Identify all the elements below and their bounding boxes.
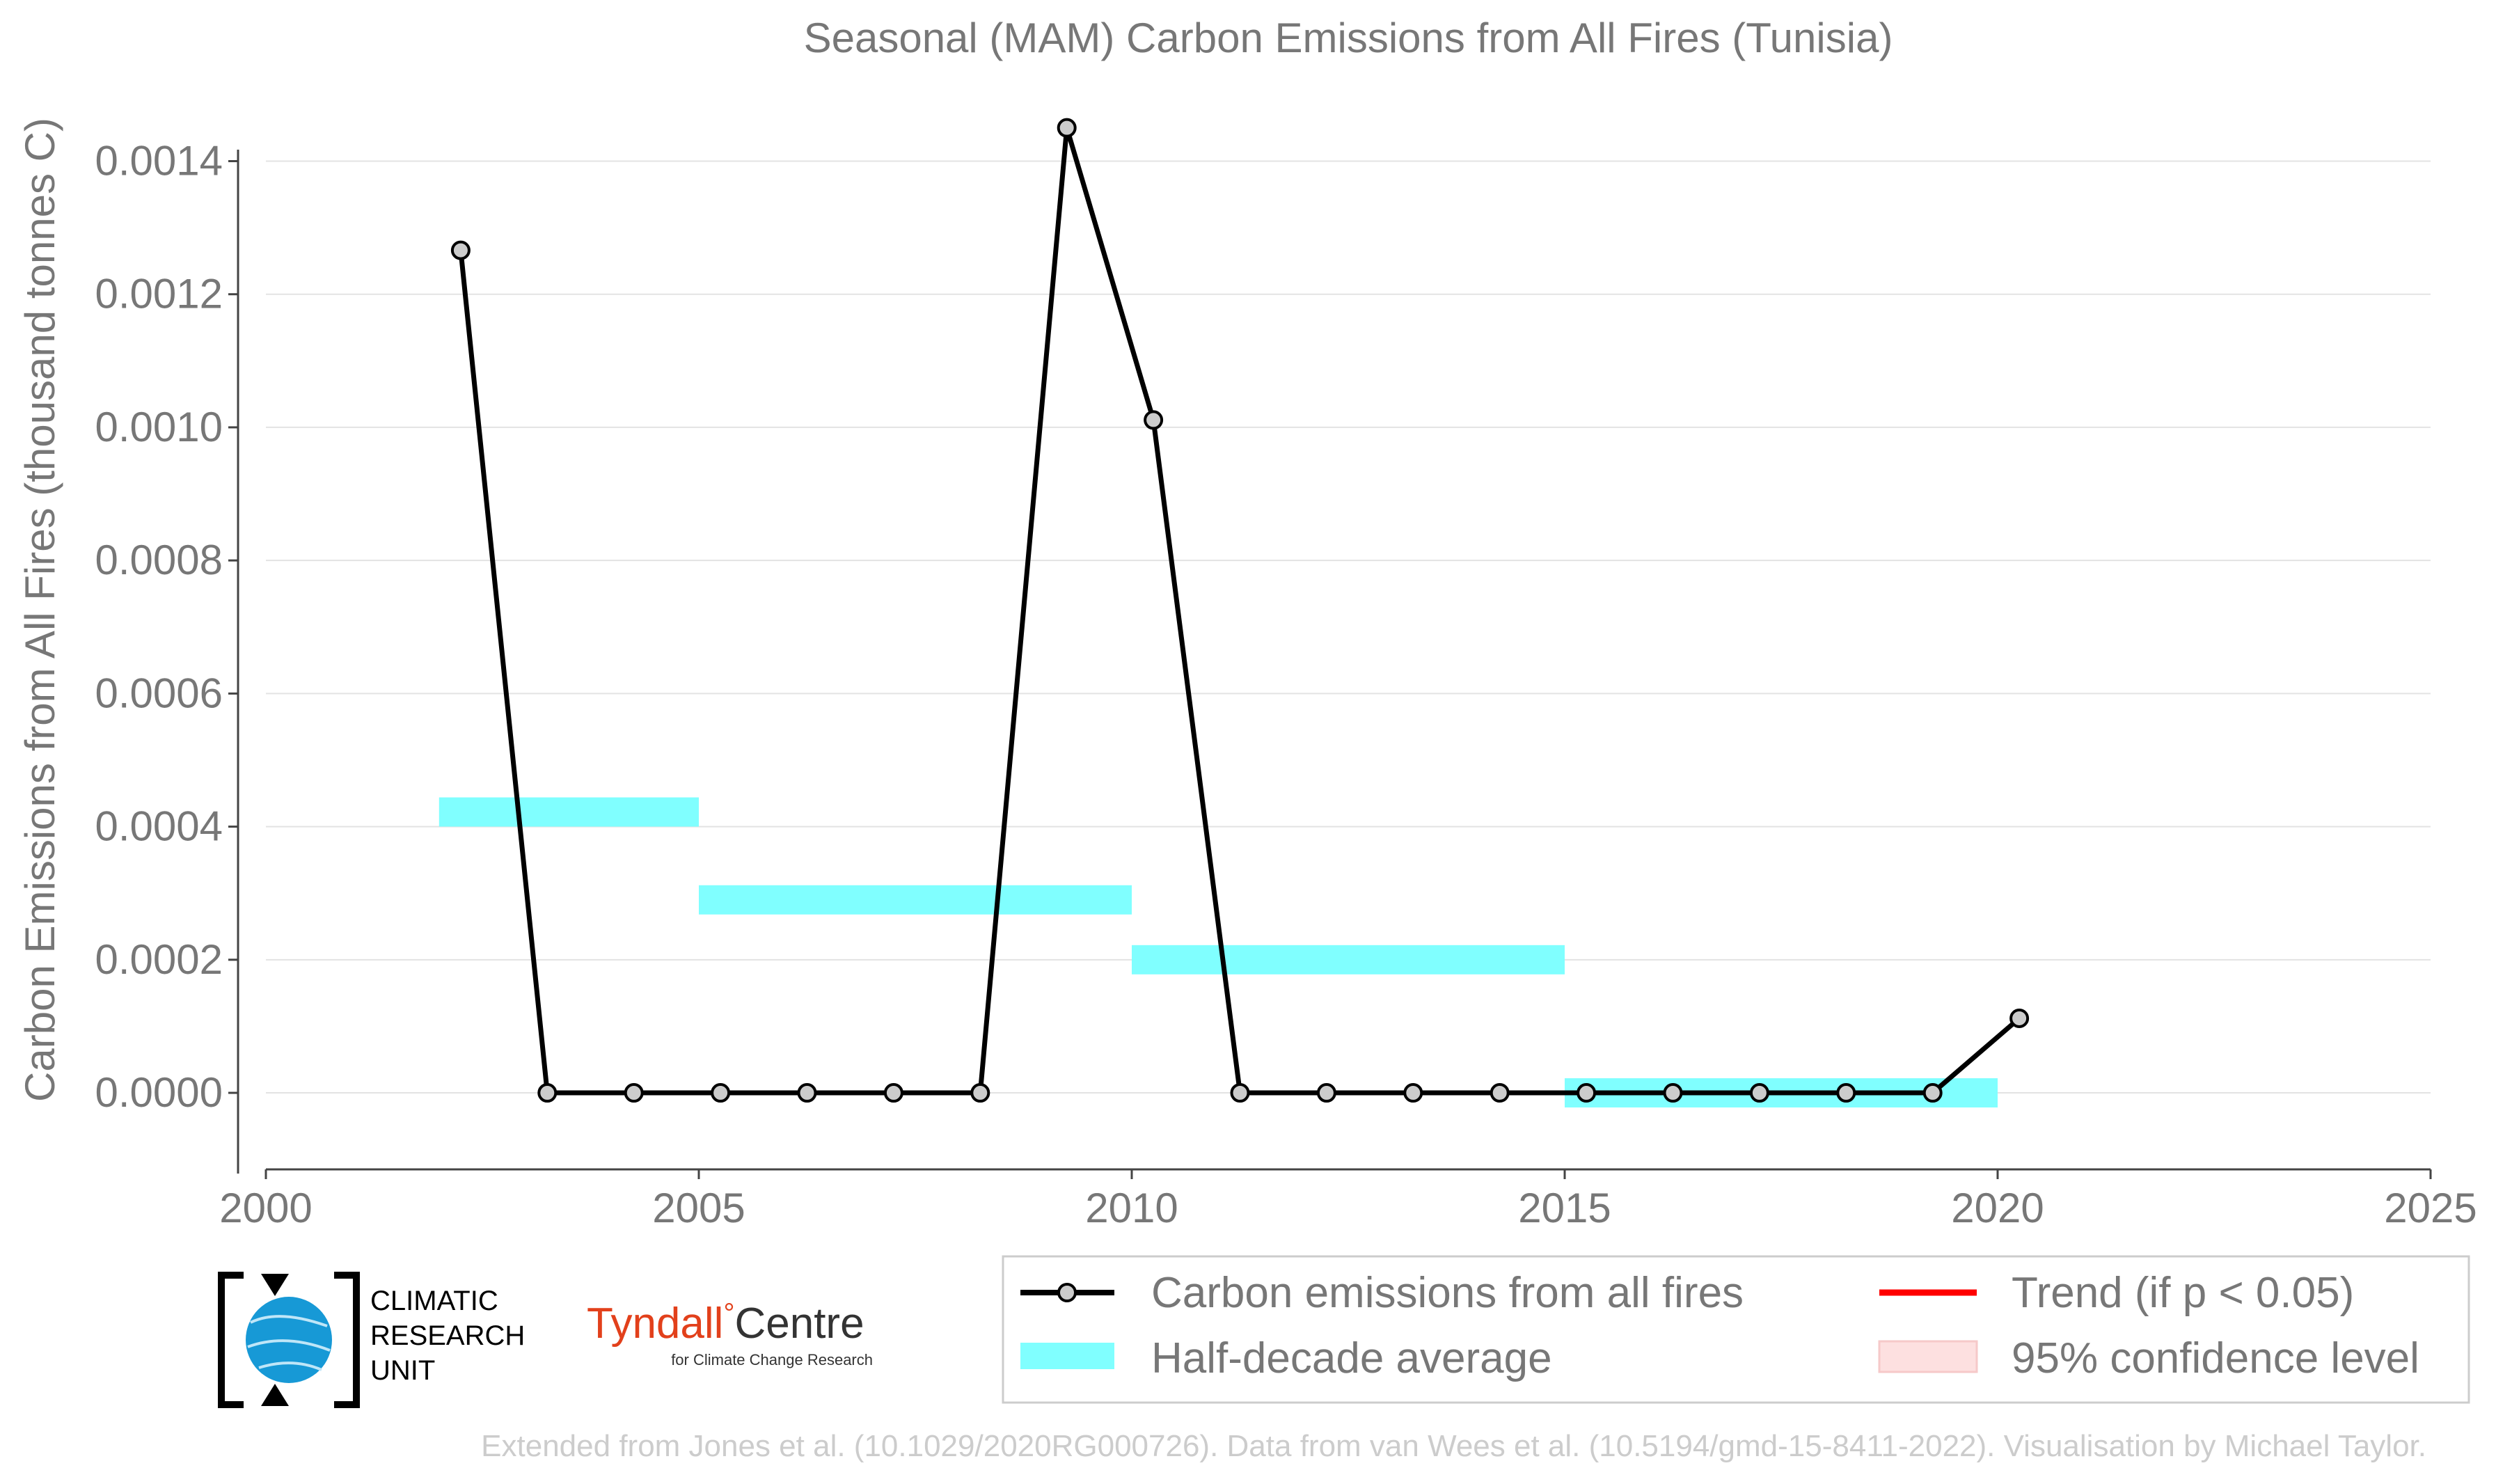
cru-text-line-1: CLIMATIC	[370, 1286, 498, 1316]
emissions-data-point	[1403, 1083, 1423, 1103]
legend-band-icon	[1020, 1343, 1114, 1369]
x-axis-ticks: 2000 2005 2010 2015 2020 2025	[219, 1169, 2477, 1231]
legend-marker-icon	[1057, 1283, 1077, 1302]
emissions-data-point	[1749, 1083, 1769, 1103]
cru-logo: CLIMATIC RESEARCH UNIT	[218, 1272, 525, 1408]
half-decade-band	[699, 885, 1132, 915]
legend-label-emissions: Carbon emissions from all fires	[1151, 1269, 1744, 1317]
y-gridlines	[266, 160, 2431, 1094]
y-tick-label: 0.0000	[95, 1069, 223, 1116]
tyndall-degree: °	[723, 1298, 734, 1329]
emissions-data-point	[1577, 1083, 1597, 1103]
y-axis-ticks: 0.0000 0.0002 0.0004 0.0006 0.0008 0.0010 0.00…	[95, 137, 238, 1116]
emissions-data-point	[1144, 410, 1164, 430]
y-tick-label: 0.0002	[95, 936, 223, 983]
half-decade-band	[1132, 945, 1565, 974]
data-credit: Extended from Jones et al. (10.1029/2020…	[481, 1429, 2426, 1463]
cru-bracket-icon	[218, 1272, 360, 1408]
emissions-data-point	[537, 1083, 558, 1103]
globe-lines-icon	[247, 1315, 331, 1371]
y-tick-label: 0.0006	[95, 670, 223, 716]
chart-title: Seasonal (MAM) Carbon Emissions from All…	[804, 15, 1893, 61]
x-tick-label: 2025	[2384, 1185, 2477, 1231]
emissions-data-point	[970, 1083, 990, 1103]
emissions-data-point	[450, 240, 471, 260]
y-axis-label: Carbon Emissions from All Fires (thousan…	[17, 118, 63, 1102]
legend-label-average: Half-decade average	[1151, 1334, 1552, 1382]
emissions-data-point	[797, 1083, 817, 1103]
y-tick-label: 0.0014	[95, 137, 223, 184]
x-tick-label: 2015	[1518, 1185, 1611, 1231]
tyndall-centre-word: Centre	[734, 1300, 864, 1348]
emissions-data-point	[711, 1083, 731, 1103]
emissions-data-point	[1057, 118, 1077, 138]
emissions-data-point	[883, 1083, 903, 1103]
cru-text-line-2: RESEARCH	[370, 1320, 525, 1351]
y-tick-label: 0.0008	[95, 537, 223, 583]
legend-label-confidence: 95% confidence level	[2012, 1334, 2419, 1382]
legend-label-trend: Trend (if p < 0.05)	[2012, 1269, 2354, 1317]
tyndall-logo: Tyndall°Centre for Climate Change Resear…	[587, 1298, 873, 1368]
emissions-data-point	[1490, 1083, 1510, 1103]
chart-axes	[237, 150, 2431, 1174]
emissions-data-point	[1663, 1083, 1683, 1103]
half-decade-band	[439, 797, 699, 827]
legend-confidence-icon	[1878, 1340, 1978, 1373]
emissions-data-point	[1230, 1083, 1250, 1103]
emissions-data-point	[1836, 1083, 1856, 1103]
emissions-data-point	[2009, 1008, 2030, 1028]
x-tick-label: 2010	[1085, 1185, 1178, 1231]
y-tick-label: 0.0012	[95, 271, 223, 317]
y-tick-label: 0.0010	[95, 404, 223, 450]
emissions-data-point	[1316, 1083, 1336, 1103]
emissions-data-point	[1922, 1083, 1943, 1103]
x-tick-label: 2005	[652, 1185, 745, 1231]
cru-text-line-3: UNIT	[370, 1355, 435, 1386]
emissions-series	[450, 118, 2030, 1103]
emissions-data-point	[624, 1083, 644, 1103]
legend: Carbon emissions from all fires Trend (i…	[1002, 1255, 2470, 1404]
half-decade-bands	[439, 797, 1998, 1108]
tyndall-word: Tyndall	[587, 1300, 723, 1348]
y-tick-label: 0.0004	[95, 803, 223, 850]
tyndall-logo-text: Tyndall°Centre	[587, 1298, 864, 1348]
x-tick-label: 2020	[1951, 1185, 2044, 1231]
x-tick-label: 2000	[219, 1185, 312, 1231]
legend-frame	[1002, 1255, 2470, 1404]
tyndall-subtitle: for Climate Change Research	[671, 1351, 873, 1368]
